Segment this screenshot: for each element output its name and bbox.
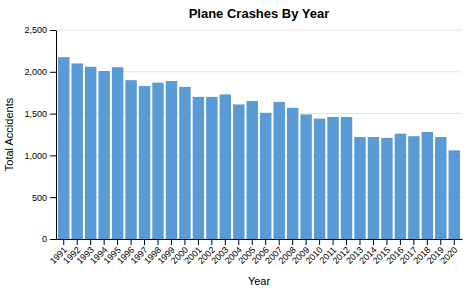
bar bbox=[287, 108, 298, 239]
bar bbox=[166, 81, 177, 239]
bar bbox=[327, 117, 338, 239]
tick: 500 bbox=[32, 193, 56, 203]
tick-mark bbox=[373, 239, 374, 245]
bar bbox=[247, 101, 258, 239]
axis-line bbox=[56, 31, 57, 240]
tick-mark bbox=[306, 239, 307, 245]
tick-mark bbox=[50, 197, 56, 198]
tick-mark bbox=[211, 239, 212, 245]
tick-mark bbox=[198, 239, 199, 245]
tick-mark bbox=[50, 30, 56, 31]
tick-mark bbox=[292, 239, 293, 245]
tick-mark bbox=[238, 239, 239, 245]
chart: 1991199219931994199519961997199819992000… bbox=[0, 0, 474, 291]
tick-mark bbox=[319, 239, 320, 245]
tick-mark bbox=[440, 239, 441, 245]
bar bbox=[193, 97, 204, 239]
bar bbox=[368, 137, 379, 239]
bar bbox=[260, 113, 271, 239]
y-axis-title: Total Accidents bbox=[3, 97, 15, 171]
tick: 2,000 bbox=[24, 67, 56, 77]
tick-label: 2,000 bbox=[24, 67, 47, 77]
bar bbox=[354, 137, 365, 239]
bar bbox=[152, 83, 163, 239]
tick-mark bbox=[90, 239, 91, 245]
bar bbox=[273, 102, 284, 239]
tick-mark bbox=[454, 239, 455, 245]
tick-mark bbox=[50, 114, 56, 115]
x-axis-title: Year bbox=[248, 275, 271, 287]
bar bbox=[435, 137, 446, 239]
tick-mark bbox=[252, 239, 253, 245]
tick-mark bbox=[427, 239, 428, 245]
tick: 2020 bbox=[438, 239, 459, 266]
tick: 1,500 bbox=[24, 109, 56, 119]
x-axis: 1991199219931994199519961997199819992000… bbox=[48, 239, 463, 266]
tick-mark bbox=[144, 239, 145, 245]
tick-mark bbox=[413, 239, 414, 245]
title: Plane Crashes By Year bbox=[189, 6, 330, 21]
grid-line bbox=[56, 30, 462, 31]
tick: 1,000 bbox=[24, 151, 56, 161]
grid bbox=[56, 30, 462, 239]
tick-mark bbox=[63, 239, 64, 245]
tick-mark bbox=[184, 239, 185, 245]
tick-label: 2,500 bbox=[24, 25, 47, 35]
tick-mark bbox=[265, 239, 266, 245]
bar bbox=[449, 150, 460, 239]
bar bbox=[220, 94, 231, 239]
tick-mark bbox=[333, 239, 334, 245]
tick: 2,500 bbox=[24, 25, 56, 35]
plot-area bbox=[58, 57, 460, 239]
tick-label: 1,000 bbox=[24, 151, 47, 161]
bar bbox=[314, 119, 325, 239]
tick-label: 1,500 bbox=[24, 109, 47, 119]
bar bbox=[381, 138, 392, 239]
bar bbox=[408, 136, 419, 239]
tick-mark bbox=[279, 239, 280, 245]
tick-mark bbox=[171, 239, 172, 245]
bar bbox=[85, 67, 96, 239]
tick-mark bbox=[50, 239, 56, 240]
bar bbox=[206, 97, 217, 239]
tick-mark bbox=[131, 239, 132, 245]
tick-mark bbox=[359, 239, 360, 245]
tick-mark bbox=[50, 155, 56, 156]
bar bbox=[58, 57, 69, 239]
tick-label: 2020 bbox=[438, 245, 459, 266]
tick: 0 bbox=[42, 234, 56, 244]
tick-mark bbox=[386, 239, 387, 245]
tick-mark bbox=[77, 239, 78, 245]
tick-mark bbox=[400, 239, 401, 245]
bar bbox=[71, 63, 82, 239]
tick-label: 0 bbox=[42, 234, 47, 244]
tick-mark bbox=[50, 72, 56, 73]
bar bbox=[300, 114, 311, 239]
bar bbox=[395, 134, 406, 239]
bar bbox=[125, 80, 136, 239]
y-axis: 0 500 1,000 1,500 2,000 2,500 bbox=[24, 25, 56, 244]
bar bbox=[233, 104, 244, 239]
bar bbox=[422, 132, 433, 239]
tick-mark bbox=[117, 239, 118, 245]
tick-mark bbox=[225, 239, 226, 245]
tick-mark bbox=[346, 239, 347, 245]
tick-label: 500 bbox=[32, 193, 47, 203]
bar bbox=[98, 71, 109, 239]
bar bbox=[139, 86, 150, 239]
tick-mark bbox=[158, 239, 159, 245]
bar bbox=[112, 67, 123, 239]
bar bbox=[341, 117, 352, 239]
tick-mark bbox=[104, 239, 105, 245]
bar bbox=[179, 87, 190, 239]
